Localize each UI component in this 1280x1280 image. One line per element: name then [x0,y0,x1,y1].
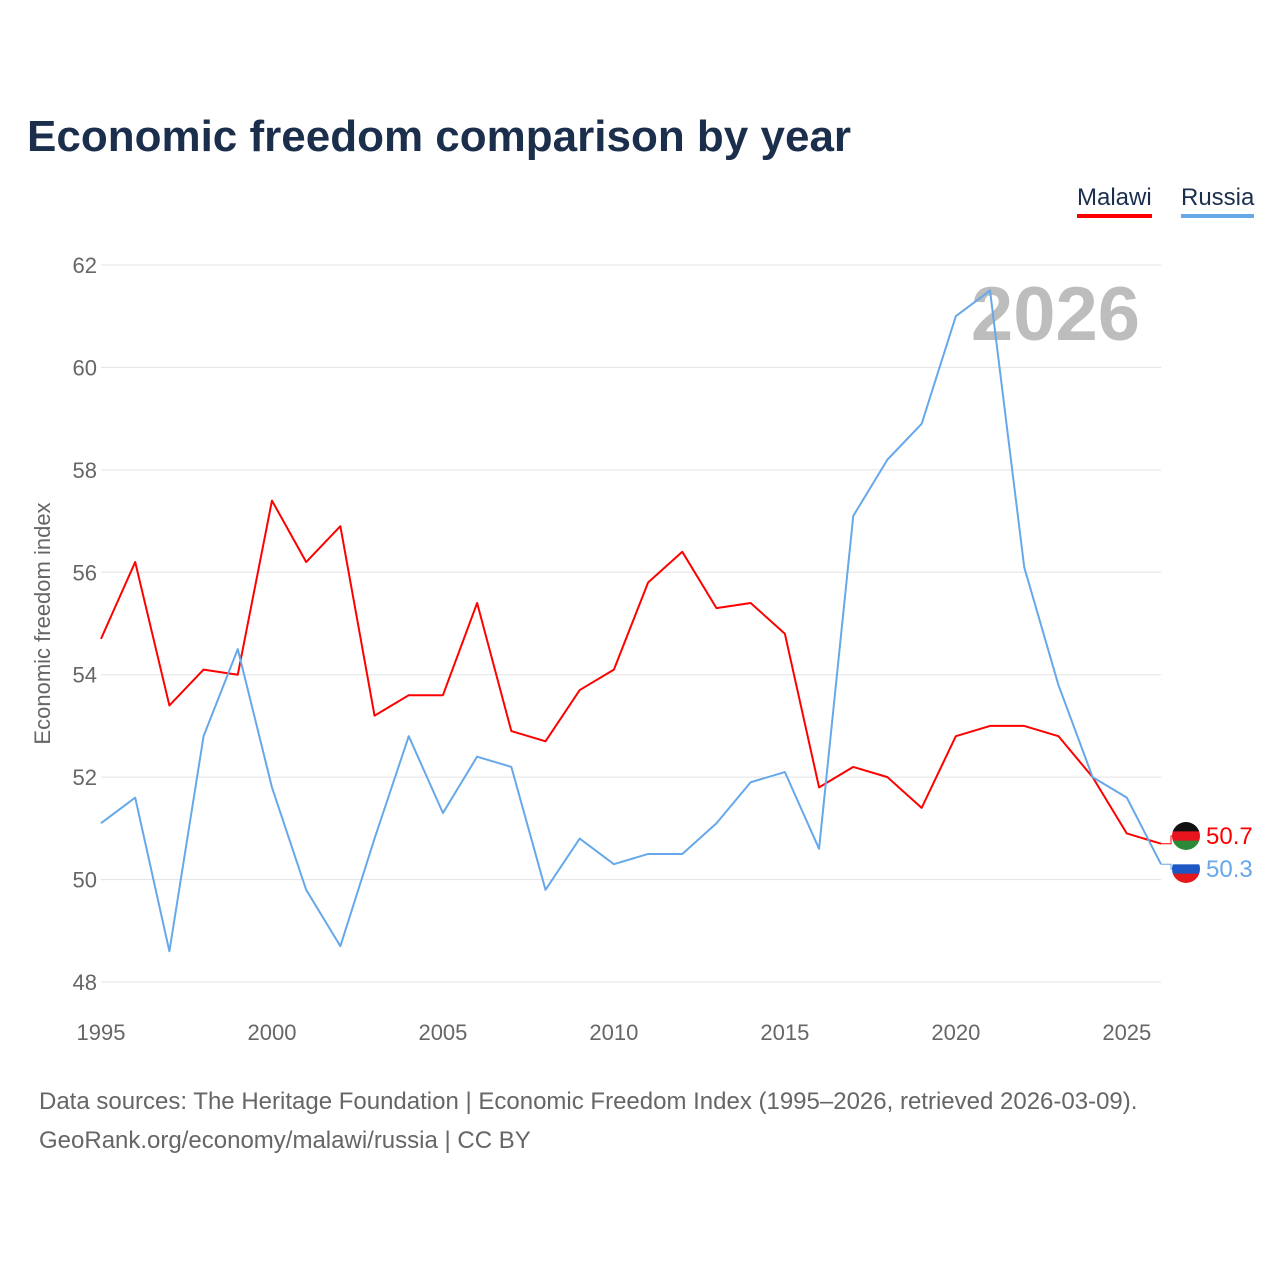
y-tick-label: 62 [73,253,97,278]
y-tick-label: 58 [73,458,97,483]
y-tick-label: 52 [73,765,97,790]
x-tick-label: 2025 [1102,1020,1151,1045]
x-tick-label: 2020 [931,1020,980,1045]
x-tick-label: 2000 [247,1020,296,1045]
x-tick-label: 1995 [77,1020,126,1045]
legend-item-malawi[interactable]: Malawi [1077,184,1152,218]
y-tick-label: 50 [73,868,97,893]
series-line-russia [100,289,1162,953]
y-tick-label: 54 [73,663,97,688]
series-line-malawi [100,499,1162,845]
source-link[interactable]: GeoRank.org/economy/malawi/russia | CC B… [39,1127,531,1154]
source-text: Data sources: The Heritage Foundation | … [39,1088,1138,1115]
y-tick-label: 60 [73,355,97,380]
y-axis-label: Economic freedom index [30,502,55,744]
chart-title: Economic freedom comparison by year [27,112,852,161]
end-value-label: 50.7 [1206,823,1253,850]
year-watermark: 2026 [971,272,1140,357]
end-value-label: 50.3 [1206,856,1253,883]
russia-flag-icon [1172,855,1200,883]
x-tick-label: 2005 [418,1020,467,1045]
y-tick-label: 48 [73,970,97,995]
y-tick-label: 56 [73,560,97,585]
x-tick-label: 2010 [589,1020,638,1045]
malawi-flag-icon [1172,822,1200,850]
legend-item-russia[interactable]: Russia [1181,184,1255,218]
x-tick-label: 2015 [760,1020,809,1045]
